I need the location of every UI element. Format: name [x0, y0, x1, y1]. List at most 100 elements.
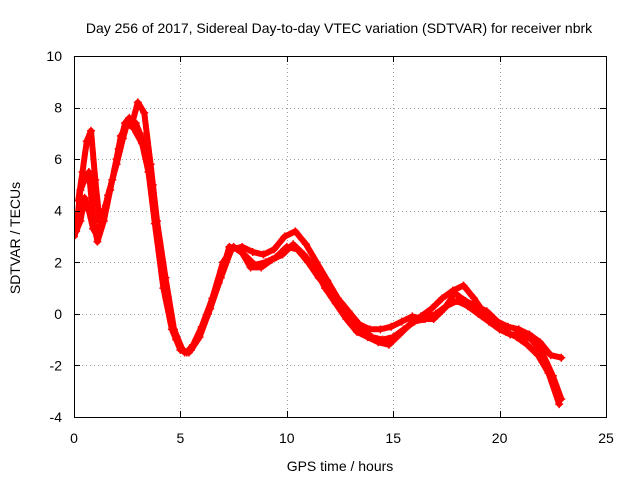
data-point — [355, 320, 364, 329]
data-point — [310, 263, 319, 272]
data-point — [116, 131, 125, 140]
data-point — [525, 330, 534, 339]
data-point — [93, 237, 102, 246]
data-point — [365, 325, 374, 334]
data-point — [99, 217, 108, 226]
tick-marks — [74, 56, 607, 418]
series-trace — [74, 99, 563, 408]
data-point — [323, 276, 332, 285]
y-tick-label: 8 — [54, 100, 62, 116]
y-tick-label: 4 — [54, 203, 62, 219]
data-point — [74, 227, 81, 236]
data-point — [178, 345, 187, 354]
data-point — [514, 325, 523, 334]
data-point — [80, 175, 89, 184]
chart-title: Day 256 of 2017, Sidereal Day-to-day VTE… — [86, 20, 593, 36]
data-point — [555, 400, 564, 409]
data-point — [84, 168, 93, 177]
data-point — [470, 294, 479, 303]
x-tick-label: 15 — [385, 430, 401, 446]
data-point — [416, 312, 425, 321]
data-point — [546, 351, 555, 360]
data-point — [438, 294, 447, 303]
data-point — [152, 217, 161, 226]
data-point — [557, 353, 566, 362]
x-tick-label: 20 — [492, 430, 508, 446]
data-point — [501, 327, 510, 336]
data-point — [533, 351, 542, 360]
x-tick-label: 5 — [177, 430, 185, 446]
y-tick-label: 10 — [46, 48, 62, 64]
data-point — [384, 340, 393, 349]
data-point — [246, 263, 255, 272]
data-point — [440, 304, 449, 313]
data-point — [87, 126, 96, 135]
data-point — [76, 186, 85, 195]
data-point — [448, 286, 457, 295]
data-point — [376, 325, 385, 334]
data-point — [321, 284, 330, 293]
data-point — [127, 121, 136, 130]
data-point — [397, 317, 406, 326]
data-point — [504, 322, 513, 331]
data-point — [112, 155, 121, 164]
y-tick-label: 6 — [54, 151, 62, 167]
data-point — [461, 296, 470, 305]
data-point — [480, 309, 489, 318]
y-tick-label: -4 — [50, 409, 63, 425]
x-tick-label: 25 — [598, 430, 614, 446]
x-axis-label: GPS time / hours — [287, 458, 394, 474]
data-point — [512, 333, 521, 342]
data-point — [170, 325, 179, 334]
data-point — [344, 307, 353, 316]
x-tick-labels: 0 5 10 15 20 25 — [70, 430, 614, 446]
y-tick-labels: -4 -2 0 2 4 6 8 10 — [46, 48, 62, 425]
data-point — [82, 137, 91, 146]
data-point — [193, 335, 202, 344]
data-point — [89, 211, 98, 220]
data-point — [235, 245, 244, 254]
data-point — [395, 330, 404, 339]
data-point — [161, 273, 170, 282]
data-point — [248, 247, 257, 256]
data-point — [214, 278, 223, 287]
data-point — [146, 160, 155, 169]
data-point — [133, 98, 142, 107]
data-point — [270, 245, 279, 254]
plot-frame — [74, 56, 607, 418]
data-point — [523, 340, 532, 349]
data-point — [491, 320, 500, 329]
y-tick-label: 2 — [54, 254, 62, 270]
y-axis-label: SDTVAR / TECUs — [7, 182, 23, 294]
data-point — [204, 309, 213, 318]
data-point — [106, 186, 115, 195]
data-point — [429, 315, 438, 324]
data-point — [427, 304, 436, 313]
data-point — [259, 250, 268, 259]
data-point — [278, 250, 287, 259]
data-point — [353, 327, 362, 336]
data-point — [387, 322, 396, 331]
y-tick-label: 0 — [54, 306, 62, 322]
x-tick-label: 10 — [279, 430, 295, 446]
x-tick-label: 0 — [70, 430, 78, 446]
data-point — [363, 333, 372, 342]
data-point — [74, 232, 78, 241]
data-point — [544, 369, 553, 378]
data-point — [135, 129, 144, 138]
data-point — [406, 320, 415, 329]
data-point — [374, 338, 383, 347]
data-point — [291, 227, 300, 236]
data-point — [331, 299, 340, 308]
data-point — [280, 232, 289, 241]
y-tick-label: -2 — [50, 357, 63, 373]
data-point — [536, 338, 545, 347]
data-point — [289, 240, 298, 249]
data-point — [459, 281, 468, 290]
series-layer — [74, 98, 566, 409]
data-point — [257, 263, 266, 272]
data-point — [299, 250, 308, 259]
data-point — [225, 242, 234, 251]
data-point — [184, 348, 193, 357]
